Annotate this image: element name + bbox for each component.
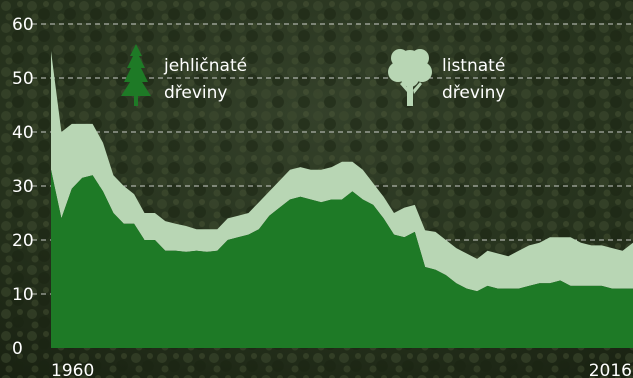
x-tick-label-2016: 2016	[589, 361, 632, 378]
x-axis-ticks: 1960 2016	[51, 361, 632, 378]
x-tick-label-1960: 1960	[51, 361, 94, 378]
legend-label-broadleaf-line1: listnaté	[442, 56, 505, 76]
y-tick-label-10: 10	[12, 285, 34, 305]
y-tick-label-30: 30	[12, 177, 34, 197]
y-tick-label-40: 40	[12, 123, 34, 143]
y-tick-label-50: 50	[12, 69, 34, 89]
y-axis-ticks: 0 10 20 30 40 50 60	[12, 15, 34, 359]
y-tick-label-60: 60	[12, 15, 34, 35]
area-broadleaf	[51, 51, 633, 292]
deciduous-tree-icon	[388, 49, 432, 106]
legend-label-conifers-line1: jehličnaté	[163, 56, 247, 76]
y-tick-label-20: 20	[12, 231, 34, 251]
legend-item-broadleaf: listnaté dřeviny	[388, 49, 505, 106]
legend-label-conifers-line2: dřeviny	[164, 83, 227, 103]
y-tick-label-0: 0	[12, 339, 23, 359]
legend-label-broadleaf-line2: dřeviny	[442, 83, 505, 103]
area-series	[51, 51, 633, 348]
legend-item-conifers: jehličnaté dřeviny	[121, 44, 247, 106]
area-conifers	[51, 169, 633, 348]
legend: jehličnaté dřeviny listnaté dřeviny	[121, 44, 505, 106]
conifer-tree-icon	[121, 44, 151, 106]
